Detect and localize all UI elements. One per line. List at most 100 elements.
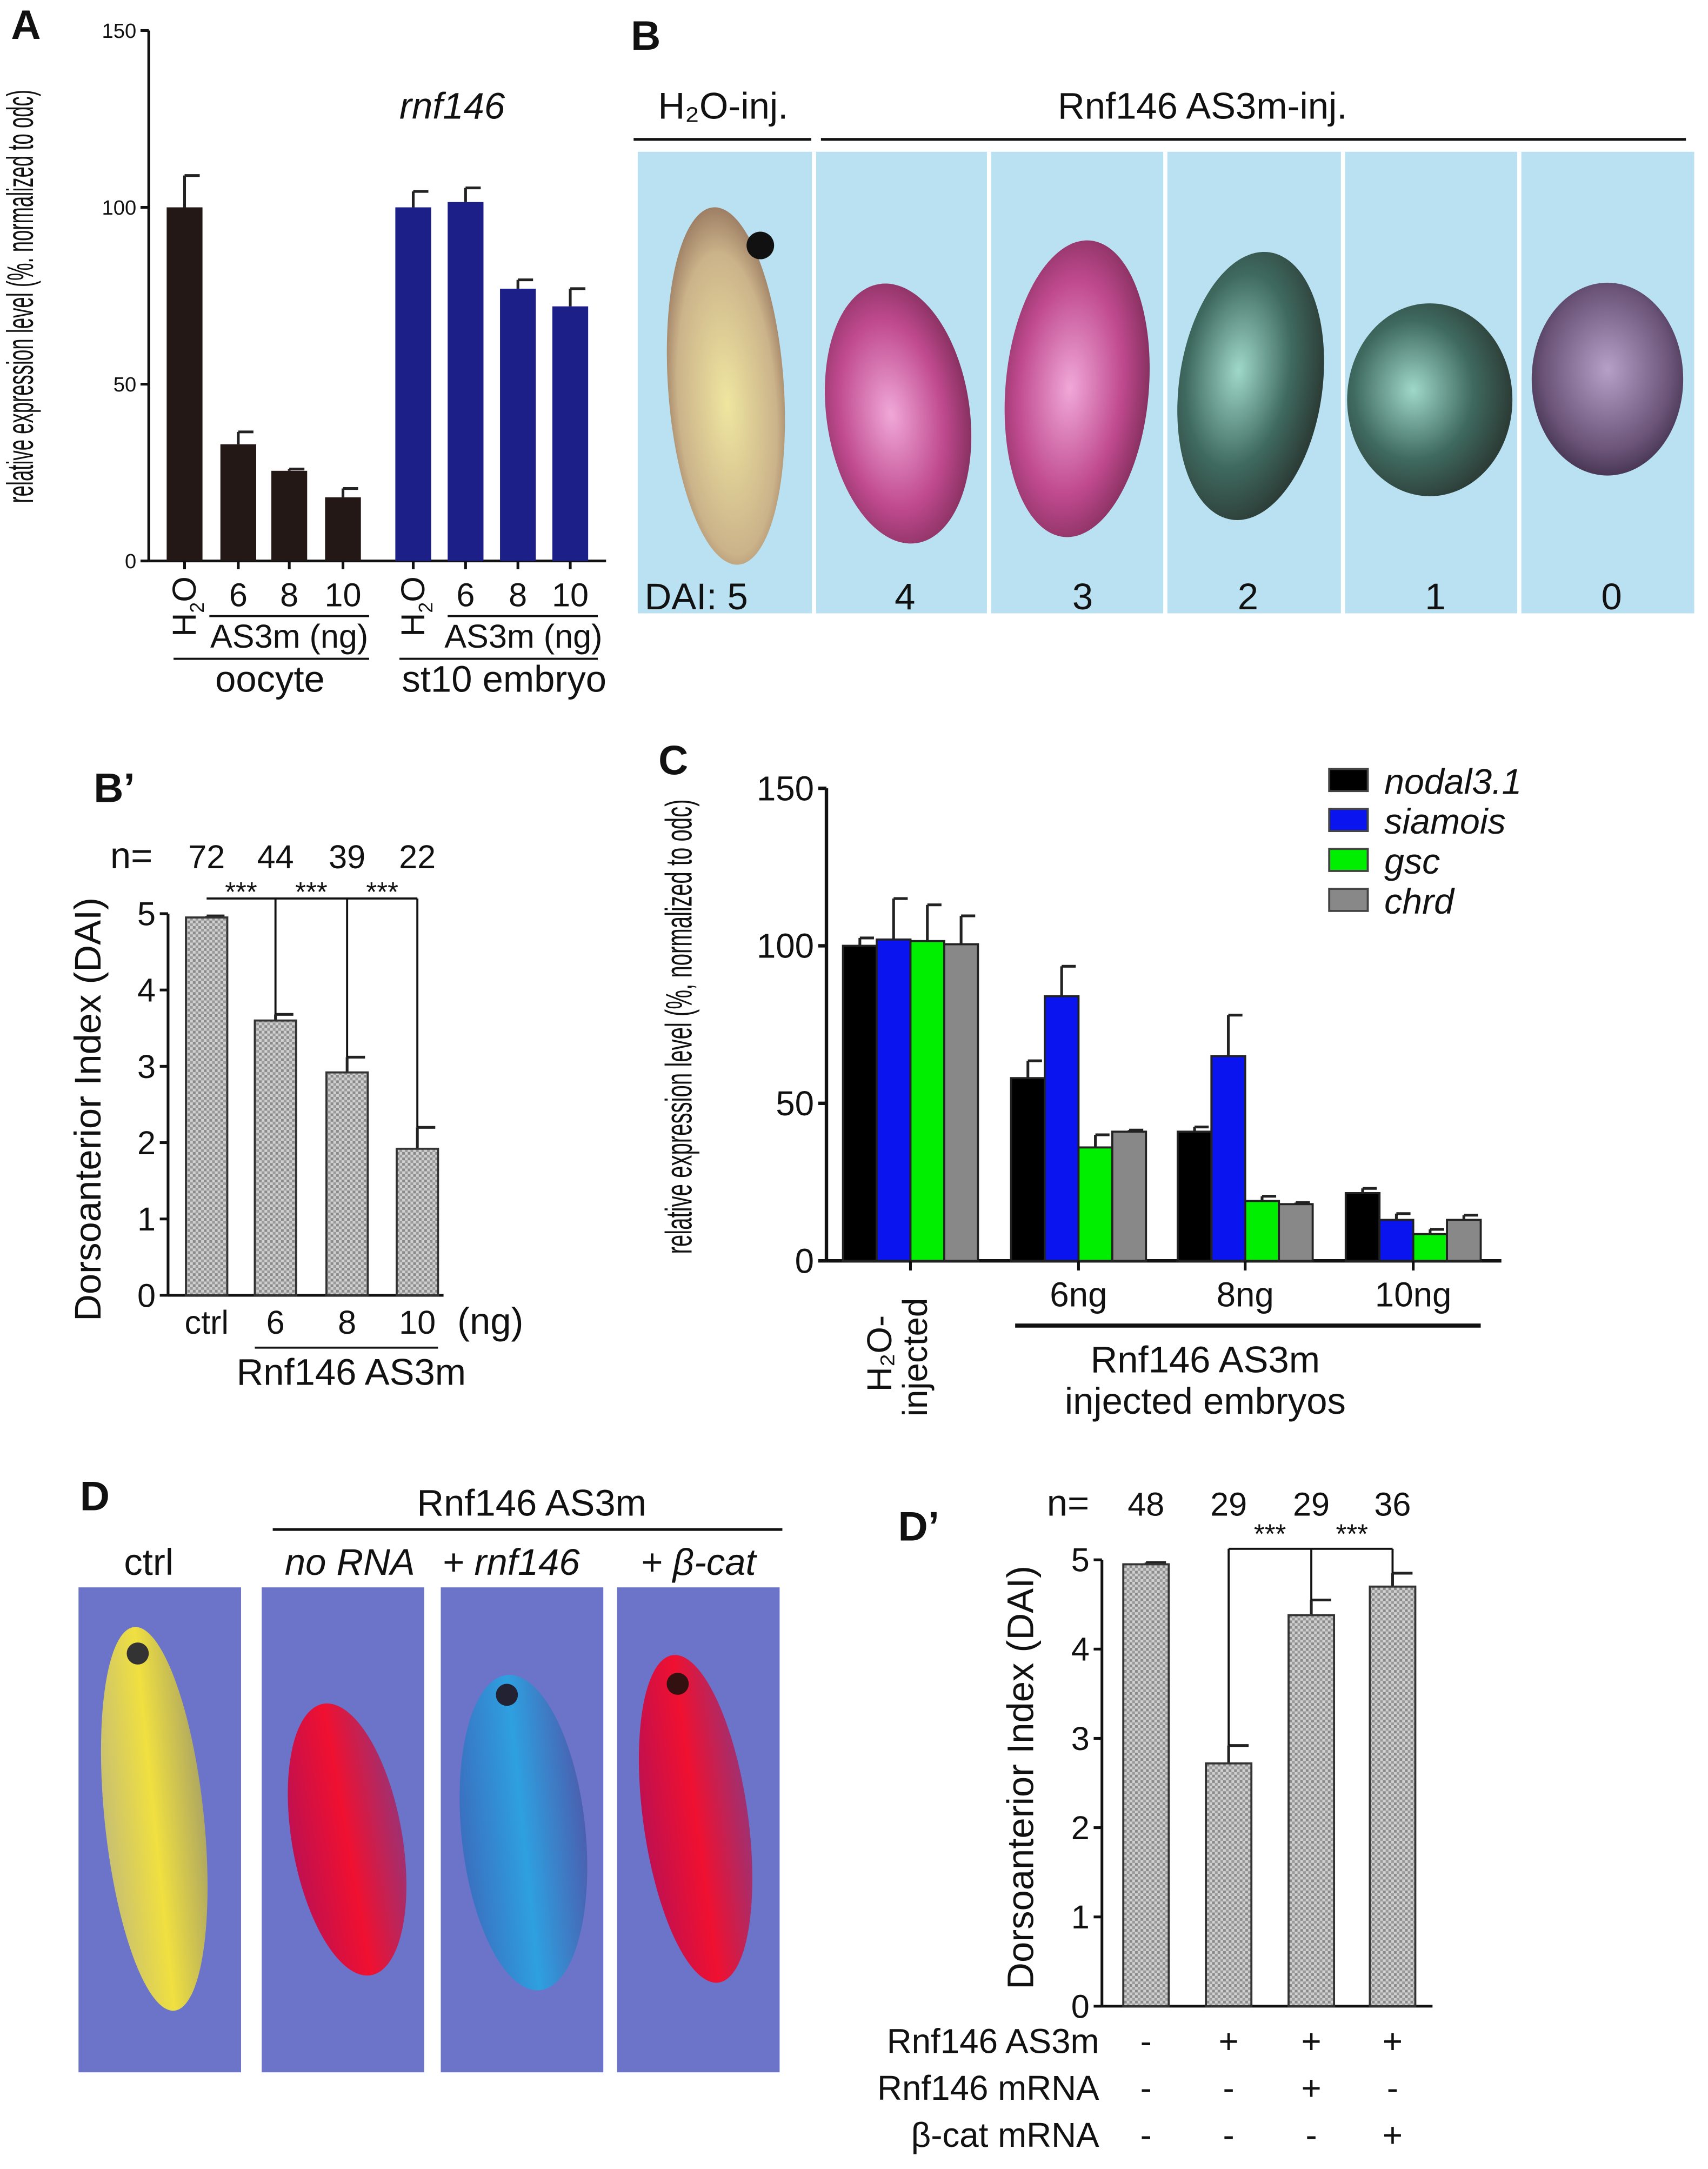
panel-label-b: B — [631, 13, 660, 59]
chart-dp-ytick-label: 4 — [1071, 1631, 1090, 1668]
chart-dp-condition-mark: - — [1305, 2116, 1317, 2154]
chart-c-xtick-label: H₂O- — [860, 1315, 899, 1392]
embryo-dai-5 — [666, 207, 785, 565]
chart-a-xtick-label-h2o: H2O — [166, 576, 208, 637]
chart-bp-xtick-label: ctrl — [184, 1304, 229, 1341]
chart-a-bar — [448, 202, 484, 561]
panel-b: B H₂O-inj. Rnf146 AS3m-inj. DAI: 5 4 3 2… — [631, 13, 1694, 617]
panel-d-bcat-label: + β-cat — [640, 1541, 757, 1583]
chart-dp-n-label: n= — [1047, 1482, 1089, 1524]
panel-d: D Rnf146 AS3m ctrl no RNA + rnf146 + β-c… — [78, 1473, 783, 2073]
chart-c-siamois-bar — [1378, 1219, 1415, 1262]
chart-dp-ytick-label: 0 — [1071, 1988, 1090, 2025]
chart-c-legend-swatch — [1328, 848, 1369, 872]
chart-c-gsc-bar — [1244, 1200, 1280, 1262]
chart-c-nodal3-1-bar — [1344, 1192, 1381, 1262]
chart-a-group-label-1: AS3m (ng) — [210, 618, 368, 655]
embryo-dai-1 — [1347, 303, 1513, 496]
chart-bp-n-value: 22 — [399, 839, 436, 875]
embryo-dai-4 — [825, 283, 972, 544]
chart-c-ylabel: relative expression level (%, normalized… — [658, 799, 699, 1254]
chart-dp-ytick-label: 2 — [1071, 1809, 1090, 1846]
chart-bp-bar — [396, 1147, 439, 1296]
panel-label-b-prime: B’ — [94, 766, 135, 811]
chart-dp-n-value: 48 — [1127, 1486, 1164, 1523]
chart-c-xtick-label: 8ng — [1217, 1275, 1274, 1314]
panel-d-prime: D’ Dorsoanterior Index (DAI) n= 0 1 2 3 4 5 48… — [877, 1482, 1433, 2154]
chart-c-xtick-label: injected — [896, 1298, 935, 1417]
tadpole-bcat — [617, 1587, 780, 2073]
chart-c-ytick-label: 0 — [795, 1242, 814, 1280]
chart-a-ytick-label: 150 — [102, 19, 137, 43]
chart-bp-bar — [185, 916, 229, 1296]
chart-c-xtick-label: 10ng — [1375, 1275, 1452, 1314]
chart-bp-bar — [325, 1071, 369, 1296]
chart-bp-xtick-label: 6 — [266, 1304, 285, 1341]
chart-bp-ytick-label: 1 — [137, 1201, 156, 1237]
tadpole-rnf146 — [441, 1587, 604, 2073]
tadpole-no-rna — [262, 1587, 424, 2073]
embryo-dai-3 — [1004, 240, 1150, 537]
chart-c-legend-swatch — [1328, 808, 1369, 833]
chart-dp-condition-mark: - — [1140, 2069, 1152, 2107]
chart-a-ytick-label: 100 — [102, 196, 137, 219]
chart-c-ytick-label: 100 — [757, 927, 814, 966]
chart-c-ytick-label: 50 — [776, 1084, 814, 1123]
chart-dp-ytick-label: 1 — [1071, 1899, 1090, 1935]
chart-a-bar — [325, 497, 361, 561]
chart-bp-n-label: n= — [110, 835, 152, 876]
panel-b-prime: B’ Dorsoanterior Index (DAI) n= 0 1 2 3 4 5 ct… — [67, 766, 523, 1393]
chart-dp-n-value: 36 — [1374, 1486, 1411, 1523]
dai-label-4: 4 — [895, 576, 915, 617]
chart-a-supergroup-oocyte: oocyte — [215, 658, 325, 700]
panel-c: C relative expression level (%, normaliz… — [658, 738, 1522, 1422]
chart-c-legend-label: nodal3.1 — [1384, 762, 1522, 802]
chart-dp-bar — [1205, 1762, 1253, 2007]
chart-c-legend-label: siamois — [1384, 802, 1506, 842]
chart-dp-n-value: 29 — [1210, 1486, 1247, 1523]
chart-dp-significance-stars: *** — [1254, 1519, 1286, 1549]
panel-d-rnf146-label: + rnf146 — [442, 1541, 580, 1583]
chart-c-gsc-bar — [909, 940, 945, 1262]
chart-dp-bar — [1122, 1563, 1170, 2007]
chart-a-bar — [166, 207, 203, 561]
chart-a-group-label-2: AS3m (ng) — [444, 618, 602, 655]
chart-c-gsc-bar — [1077, 1146, 1113, 1262]
chart-c-chrd-bar — [1111, 1130, 1147, 1262]
chart-dp-condition-mark: - — [1140, 2022, 1152, 2061]
dai-label-0: 0 — [1601, 576, 1622, 617]
chart-dp-n-value: 29 — [1293, 1486, 1330, 1523]
chart-dp-condition-label: β-cat mRNA — [911, 2116, 1100, 2154]
chart-dp-condition-label: Rnf146 AS3m — [887, 2022, 1099, 2061]
chart-a-xtick-label-h2o: H2O — [395, 576, 437, 637]
chart-dp-ytick-label: 3 — [1071, 1720, 1090, 1757]
chart-bp-n-value: 44 — [257, 839, 294, 875]
chart-bp-xtick-label: 10 — [399, 1304, 436, 1341]
chart-c-chrd-bar — [1446, 1219, 1482, 1262]
chart-bp-bar — [253, 1019, 297, 1296]
chart-dp-condition-mark: - — [1223, 2069, 1235, 2107]
chart-c-siamois-bar — [1210, 1055, 1246, 1262]
chart-bp-xtick-label: 8 — [338, 1304, 356, 1341]
panel-a: A 0 50 100 150 rnf146 relative expression l… — [0, 2, 606, 700]
chart-a-bar — [271, 470, 308, 561]
chart-dp-bar — [1287, 1614, 1336, 2007]
chart-a-ytick-label: 0 — [125, 550, 136, 573]
chart-c-chrd-bar — [1278, 1203, 1314, 1262]
dai-label-2: 2 — [1238, 576, 1258, 617]
chart-c-group-line1: Rnf146 AS3m — [1091, 1339, 1320, 1381]
chart-bp-significance-stars: *** — [366, 876, 398, 907]
dai-label-5: DAI: 5 — [645, 576, 748, 617]
chart-a-xtick-label: 8 — [509, 577, 527, 614]
chart-a: 0 50 100 150 — [102, 19, 606, 573]
chart-c-nodal3-1-bar — [1176, 1130, 1213, 1262]
chart-a-supergroup-embryo: st10 embryo — [402, 658, 606, 700]
chart-bp-ytick-label: 2 — [137, 1125, 156, 1161]
group-h2o-label: H₂O-inj. — [658, 85, 789, 127]
chart-a-title: rnf146 — [399, 85, 505, 127]
chart-a-ytick-label: 50 — [114, 373, 137, 396]
chart-c-gsc-bar — [1412, 1233, 1448, 1262]
chart-c-nodal3-1-bar — [1010, 1077, 1046, 1262]
chart-dp-condition-mark: + — [1219, 2022, 1239, 2061]
panel-label-d: D — [80, 1473, 110, 1519]
